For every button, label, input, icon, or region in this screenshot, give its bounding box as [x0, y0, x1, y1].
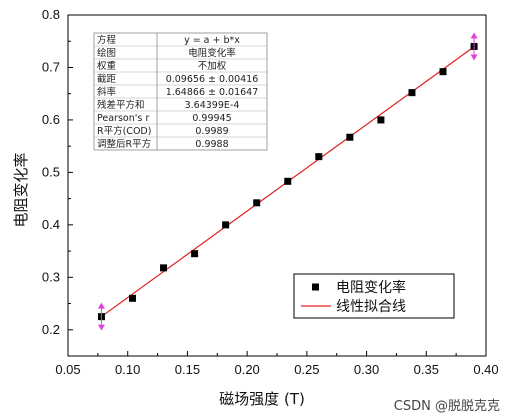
- table-key-cell: 调整后R平方: [97, 138, 151, 150]
- error-arrow-up: [470, 32, 478, 39]
- data-point: [253, 199, 261, 207]
- x-tick-label: 0.15: [175, 362, 200, 377]
- table-value-cell: 0.9989: [195, 126, 228, 137]
- error-arrow-down: [470, 54, 478, 61]
- y-tick-label: 0.5: [42, 164, 60, 179]
- legend-frame: [293, 273, 455, 319]
- data-point: [439, 68, 447, 76]
- table-value-cell: 电阻变化率: [188, 47, 236, 59]
- data-point: [346, 133, 354, 141]
- x-axis-title: 磁场强度 (T): [219, 390, 305, 408]
- table-value-cell: 0.09656 ± 0.00416: [166, 74, 259, 85]
- axes: 0.05 0.10 0.15 0.20 0.25 0.30 0.35 0.40 0.2 0.3 0.…: [42, 7, 499, 377]
- table-key-cell: 截距: [97, 73, 117, 85]
- data-point: [191, 250, 199, 258]
- data-point: [284, 177, 292, 185]
- table-key-cell: R平方(COD): [97, 125, 151, 137]
- x-tick-label: 0.05: [55, 362, 80, 377]
- table-key-cell: 方程: [97, 34, 117, 46]
- data-point: [128, 294, 136, 302]
- table-value-cell: 1.64866 ± 0.01647: [166, 87, 259, 98]
- table-key-cell: Pearson's r: [97, 113, 149, 124]
- error-arrow-down: [97, 324, 105, 331]
- watermark: CSDN @脱脱克克: [394, 399, 500, 414]
- table-value-cell: y = a + b*x: [184, 35, 240, 46]
- error-arrow-up: [97, 302, 105, 309]
- table-frame: [93, 32, 268, 151]
- legend-square-marker: [312, 283, 319, 291]
- table-key-cell: 残差平方和: [97, 99, 145, 111]
- data-point: [408, 89, 416, 97]
- x-tick-label: 0.30: [354, 362, 379, 377]
- table-key-cell: 权重: [97, 60, 117, 72]
- y-tick-label: 0.4: [42, 217, 60, 232]
- table-key-cell: 绘图: [97, 47, 116, 59]
- table-value-cell: 0.99945: [192, 113, 231, 124]
- y-axis-title: 电阻变化率: [12, 152, 30, 227]
- x-tick-label: 0.35: [414, 362, 439, 377]
- x-tick-label: 0.20: [234, 362, 259, 377]
- y-tick-label: 0.3: [42, 269, 60, 284]
- error-markers: [97, 32, 478, 331]
- x-tick-label: 0.40: [473, 362, 498, 377]
- data-point: [222, 221, 230, 229]
- table-value-cell: 不加权: [198, 60, 227, 72]
- table-value-cell: 0.9988: [195, 139, 228, 150]
- legend-label: 电阻变化率: [336, 279, 406, 296]
- y-tick-label: 0.7: [42, 59, 60, 74]
- data-point: [315, 153, 323, 161]
- data-point: [160, 264, 168, 272]
- table-value-cell: 3.64399E-4: [185, 100, 240, 111]
- data-point: [377, 116, 385, 124]
- y-tick-label: 0.6: [42, 112, 60, 127]
- y-tick-label: 0.2: [42, 322, 60, 337]
- x-tick-label: 0.25: [294, 362, 319, 377]
- table-key-cell: 斜率: [97, 86, 117, 98]
- y-tick-label: 0.8: [42, 7, 60, 22]
- legend-label: 线性拟合线: [336, 299, 406, 315]
- x-tick-label: 0.10: [115, 362, 140, 377]
